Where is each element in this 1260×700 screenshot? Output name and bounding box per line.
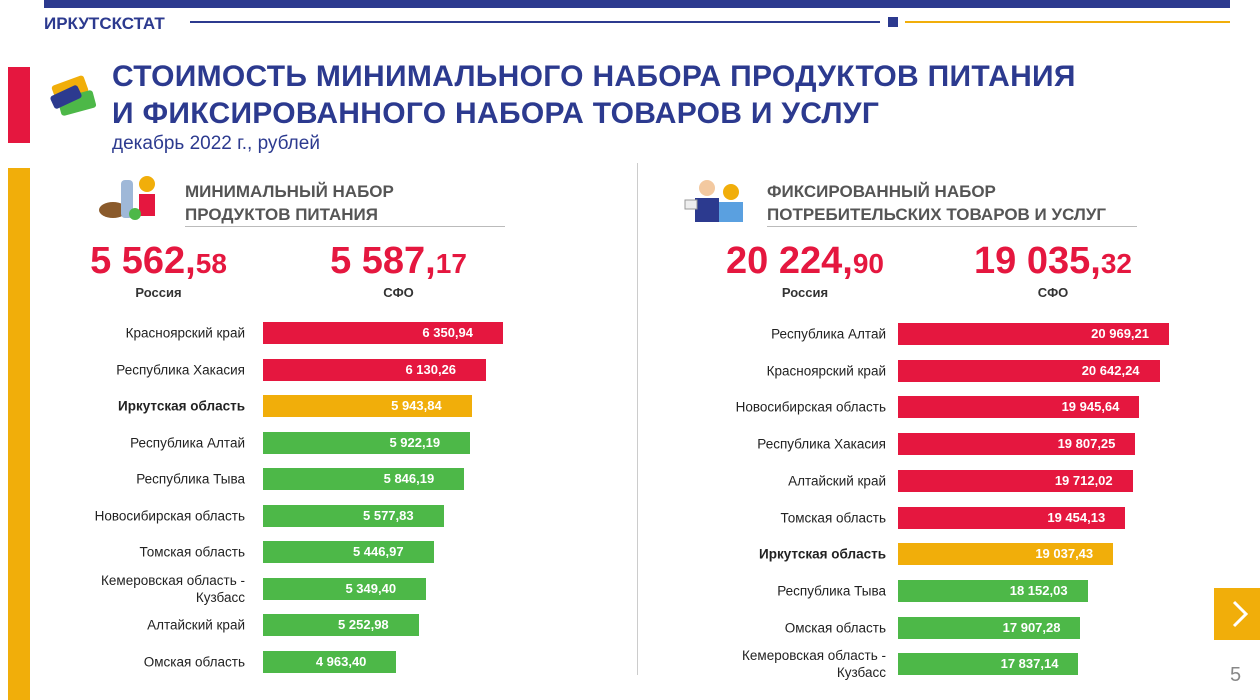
food-icon xyxy=(99,176,155,220)
divider xyxy=(637,163,638,675)
bar xyxy=(898,469,1133,492)
bar xyxy=(263,614,419,636)
subtitle: декабрь 2022 г., рублей xyxy=(112,133,320,154)
value-label: 5 252,98 xyxy=(338,617,389,632)
brand: ИРКУТСКСТАТ xyxy=(44,14,165,33)
title-rule xyxy=(185,226,505,227)
value-label: 20 969,21 xyxy=(1091,326,1149,341)
value-label: 4 963,40 xyxy=(315,653,367,669)
category-label: Томская область xyxy=(139,544,246,560)
title-line: И ФИКСИРОВАННОГО НАБОРА ТОВАРОВ И УСЛУГ xyxy=(112,97,880,130)
chart-title: МИНИМАЛЬНЫЙ НАБОР xyxy=(185,182,394,201)
category-label: Кемеровская область - Кузбасс xyxy=(101,572,245,605)
value-label: 6 350,94 xyxy=(422,325,473,340)
summary-value: 5 562,58 xyxy=(90,240,227,282)
category-label: Алтайский край xyxy=(147,617,245,633)
bar xyxy=(263,541,434,563)
bar xyxy=(263,395,472,417)
category-label: Томская область xyxy=(780,510,887,525)
category-label: Алтайский край xyxy=(788,473,886,489)
bar xyxy=(263,431,471,454)
category-label: Кемеровская область - Кузбасс xyxy=(742,648,886,681)
rule xyxy=(190,21,880,23)
summary-value: 20 224,90 xyxy=(726,240,884,282)
summary-value: 5 587,17 xyxy=(330,240,467,282)
bar xyxy=(898,653,1079,676)
next-button[interactable] xyxy=(1214,588,1260,640)
value-label: 19 945,64 xyxy=(1061,399,1120,415)
category-label: Республика Хакасия xyxy=(116,362,245,377)
value-label: 5 846,19 xyxy=(383,471,435,486)
tag-icon xyxy=(50,75,97,116)
bar xyxy=(263,358,487,381)
rule xyxy=(905,21,1230,23)
chart-title: ПРОДУКТОВ ПИТАНИЯ xyxy=(185,205,378,224)
bar xyxy=(898,543,1114,566)
bar xyxy=(263,322,503,344)
category-label: Омская область xyxy=(784,620,886,636)
value-label: 19 037,43 xyxy=(1035,546,1094,562)
bar xyxy=(898,433,1136,456)
top-bar xyxy=(44,0,1230,8)
category-label: Красноярский край xyxy=(766,363,886,379)
value-label: 19 712,02 xyxy=(1054,472,1113,488)
category-label: Республика Алтай xyxy=(771,326,886,342)
value-label: 19 454,13 xyxy=(1047,509,1106,525)
value-label: 17 907,28 xyxy=(1002,619,1061,635)
value-label: 17 837,14 xyxy=(1000,656,1059,672)
bar xyxy=(898,396,1140,419)
value-label: 5 446,97 xyxy=(352,544,404,559)
category-label: Республика Хакасия xyxy=(757,436,886,452)
value-label: 19 807,25 xyxy=(1057,436,1116,452)
category-label: Омская область xyxy=(143,654,245,669)
category-label: Республика Тыва xyxy=(777,583,886,599)
chart-title: ПОТРЕБИТЕЛЬСКИХ ТОВАРОВ И УСЛУГ xyxy=(767,205,1107,224)
value-label: 5 349,40 xyxy=(345,580,397,596)
bar xyxy=(898,359,1160,382)
bar xyxy=(263,650,397,673)
accent xyxy=(8,168,30,700)
summary-name: СФО xyxy=(383,285,414,300)
value-label: 18 152,03 xyxy=(1009,582,1068,598)
rule-square xyxy=(888,17,898,27)
category-label: Иркутская область xyxy=(759,546,886,562)
summary-name: Россия xyxy=(135,285,182,300)
bar xyxy=(263,504,444,527)
bar xyxy=(263,577,427,600)
summary-value: 19 035,32 xyxy=(974,240,1132,282)
bar xyxy=(898,579,1088,602)
category-label: Новосибирская область xyxy=(735,399,886,415)
category-label: Иркутская область xyxy=(118,398,245,414)
title-rule xyxy=(767,226,1137,227)
category-label: Красноярский край xyxy=(125,325,245,341)
summary-name: СФО xyxy=(1037,285,1069,300)
bar xyxy=(898,616,1081,639)
chart-title: ФИКСИРОВАННЫЙ НАБОР xyxy=(767,182,996,201)
summary-name: Россия xyxy=(781,285,829,300)
value-label: 20 642,24 xyxy=(1081,362,1140,378)
category-label: Республика Тыва xyxy=(136,471,245,487)
value-label: 5 922,19 xyxy=(389,434,441,450)
bar xyxy=(263,468,465,490)
value-label: 5 577,83 xyxy=(363,507,414,523)
bar xyxy=(898,323,1169,345)
services-icon xyxy=(684,180,743,222)
value-label: 5 943,84 xyxy=(391,398,442,413)
bar xyxy=(898,506,1126,529)
category-label: Республика Алтай xyxy=(130,435,245,450)
page-number: 5 xyxy=(1230,664,1242,686)
category-label: Новосибирская область xyxy=(94,508,245,523)
value-label: 6 130,26 xyxy=(405,361,457,377)
accent xyxy=(8,67,30,143)
title-line: СТОИМОСТЬ МИНИМАЛЬНОГО НАБОРА ПРОДУКТОВ … xyxy=(112,60,1076,93)
